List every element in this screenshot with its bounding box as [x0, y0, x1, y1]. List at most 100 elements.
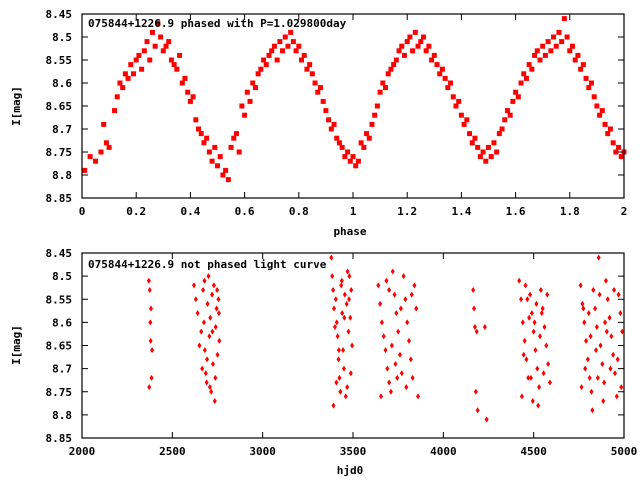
data-point [136, 52, 142, 58]
data-point [220, 172, 226, 178]
data-point [133, 57, 139, 63]
data-point [147, 287, 152, 293]
data-point [204, 379, 209, 386]
data-point [597, 291, 602, 298]
data-point [507, 112, 513, 118]
data-point [599, 108, 605, 114]
data-point [332, 324, 337, 330]
x-tick-label: 0 [79, 205, 86, 218]
data-point [215, 163, 220, 169]
data-point [331, 402, 336, 409]
data-point [345, 149, 351, 155]
data-point [596, 254, 601, 261]
data-point [414, 305, 419, 312]
data-point [401, 273, 406, 280]
data-point [616, 144, 622, 150]
data-point [198, 131, 204, 137]
data-point [208, 314, 213, 321]
data-point [228, 144, 234, 150]
data-point [345, 268, 350, 275]
data-point [358, 140, 364, 146]
data-point [536, 402, 541, 409]
data-point [301, 52, 307, 58]
data-point [426, 43, 432, 49]
data-point [526, 374, 531, 381]
data-point [598, 342, 603, 349]
data-point [537, 57, 543, 63]
data-point [611, 351, 616, 358]
data-point [609, 333, 614, 340]
data-point [407, 337, 412, 344]
x-tick-label: 3000 [249, 445, 276, 458]
data-point [583, 365, 588, 372]
data-point [328, 126, 334, 132]
data-point [372, 112, 378, 118]
x-tick-label: 0.6 [235, 205, 255, 218]
data-point [125, 75, 131, 81]
y-tick-label: 8.7 [52, 363, 72, 376]
data-point [567, 48, 573, 54]
data-point [336, 356, 341, 363]
data-point [338, 388, 343, 395]
data-point [564, 34, 570, 40]
data-point [484, 416, 489, 423]
data-point [389, 342, 394, 349]
data-point [482, 324, 487, 330]
data-point [383, 347, 388, 354]
data-point [379, 319, 384, 326]
data-point [608, 365, 613, 372]
y-tick-label: 8.65 [46, 340, 73, 353]
data-point [602, 121, 608, 127]
data-point [269, 48, 275, 54]
data-point [472, 324, 477, 330]
data-point [326, 117, 332, 123]
data-point [149, 374, 154, 381]
data-point [469, 140, 475, 146]
data-point [158, 34, 164, 40]
data-point [293, 48, 299, 54]
y-tick-label: 8.55 [46, 293, 73, 306]
data-point [530, 398, 535, 404]
phased-y-axis-label: I[mag] [10, 86, 23, 126]
data-point [171, 62, 177, 68]
data-point [317, 85, 323, 91]
data-point [591, 287, 596, 293]
data-point [579, 384, 584, 391]
data-point [379, 393, 384, 400]
x-tick-label: 0.2 [126, 205, 146, 218]
data-point [282, 34, 288, 40]
data-point [439, 66, 445, 72]
data-point [340, 310, 345, 317]
data-point [618, 310, 623, 317]
data-point [532, 319, 537, 326]
data-point [112, 108, 118, 114]
data-point [114, 94, 120, 100]
data-point [152, 43, 158, 49]
data-point [387, 379, 392, 386]
data-point [193, 117, 199, 123]
data-point [610, 140, 616, 146]
data-point [93, 158, 99, 164]
data-point [174, 66, 180, 72]
data-point [210, 361, 215, 367]
data-point [546, 361, 551, 367]
x-tick-label: 1.8 [560, 205, 580, 218]
data-point [401, 52, 407, 58]
data-point [431, 52, 437, 58]
y-tick-label: 8.7 [52, 123, 72, 136]
data-point [144, 39, 150, 45]
data-point [616, 291, 621, 298]
data-point [217, 154, 223, 160]
data-point [595, 374, 600, 381]
data-point [472, 305, 477, 312]
data-point [591, 94, 597, 100]
data-point [250, 80, 256, 86]
data-point [540, 43, 546, 49]
data-point [148, 319, 153, 326]
data-point [337, 374, 342, 381]
data-point [522, 337, 527, 344]
data-point [494, 149, 500, 155]
data-point [603, 277, 608, 284]
data-point [588, 333, 593, 340]
data-point [334, 135, 340, 141]
